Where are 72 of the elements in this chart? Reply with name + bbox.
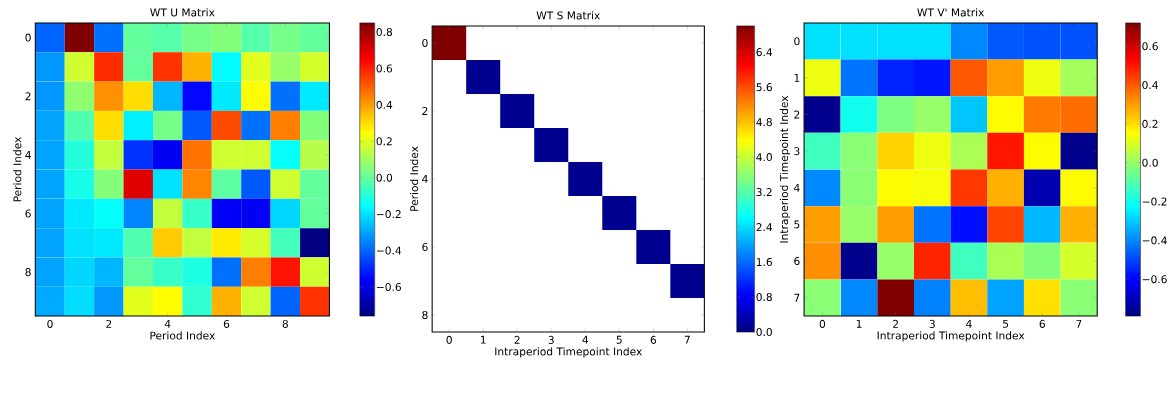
y-axis-title: Period Index: [409, 146, 419, 211]
x-tick-label: 4: [966, 319, 972, 328]
color-bar-label: −0.2: [1142, 197, 1167, 206]
x-tick-label: 8: [282, 319, 288, 329]
color-bar-label: 0.8: [376, 28, 393, 37]
y-tick-label: 6: [794, 257, 800, 266]
y-tick-label: 0: [25, 33, 31, 42]
y-tick-label: 6: [25, 209, 31, 218]
y-tick-label: 3: [794, 147, 800, 156]
y-tick-label: 2: [422, 107, 428, 115]
color-bar-label: 2.4: [756, 223, 773, 232]
y-tick-label: 7: [794, 293, 800, 302]
color-bar-label: 0.4: [376, 100, 393, 109]
chart-title: WT V' Matrix: [917, 8, 985, 17]
x-tick-label: 1: [480, 335, 486, 344]
color-bar-label: 4.0: [756, 153, 772, 162]
color-bar-label: 0.0: [376, 173, 393, 182]
y-tick-label: 4: [25, 151, 31, 159]
y-tick-label: 4: [794, 184, 800, 192]
chart-title: WT S Matrix: [536, 11, 600, 20]
x-tick-label: 4: [582, 335, 589, 344]
color-bar-label: 0.2: [1142, 119, 1158, 128]
chart-title: WT U Matrix: [150, 8, 215, 17]
y-tick-label: 0: [422, 38, 428, 48]
color-bar-label: −0.6: [376, 283, 402, 292]
y-tick-label: 5: [794, 220, 800, 229]
x-axis-title: Period Index: [150, 331, 215, 340]
x-tick-label: 3: [548, 335, 554, 344]
x-tick-label: 7: [1076, 319, 1082, 328]
x-tick-label: 3: [929, 319, 935, 328]
x-tick-label: 5: [1003, 319, 1009, 328]
x-axis-title: Intraperiod Timepoint Index: [877, 331, 1025, 342]
color-bar-label: −0.2: [376, 210, 401, 219]
y-tick-label: 8: [25, 268, 31, 277]
x-tick-label: 4: [164, 319, 171, 328]
x-tick-label: 6: [650, 335, 657, 344]
color-bar-label: 4.8: [756, 118, 772, 127]
y-axis-title: Period Index: [13, 137, 22, 202]
x-tick-label: 5: [616, 335, 622, 344]
y-tick-label: 8: [422, 311, 428, 320]
x-tick-label: 0: [47, 319, 53, 329]
x-tick-label: 1: [856, 319, 862, 328]
y-tick-label: 4: [422, 175, 428, 183]
x-tick-label: 2: [893, 319, 898, 328]
color-bar-label: 0.0: [1142, 158, 1158, 167]
color-bar-label: 0.6: [1142, 42, 1158, 51]
y-tick-label: 6: [422, 243, 428, 252]
color-bar-label: −0.4: [1142, 236, 1167, 245]
color-bar-label: 0.6: [376, 64, 393, 73]
color-bar-label: 3.2: [756, 188, 772, 197]
x-axis-title: Intraperiod Timepoint Index: [495, 347, 642, 358]
y-tick-label: 1: [794, 74, 800, 82]
color-bar-label: −0.6: [1142, 275, 1167, 284]
color-bar-label: 1.6: [756, 258, 772, 267]
y-tick-label: 2: [794, 110, 800, 119]
x-tick-label: 0: [446, 335, 452, 344]
x-tick-label: 6: [1039, 319, 1045, 328]
color-bar-label: 5.6: [756, 83, 772, 92]
x-tick-label: 6: [223, 319, 230, 329]
color-bar-label: 0.0: [756, 328, 772, 337]
x-tick-label: 2: [106, 319, 112, 328]
color-bar-label: 0.2: [376, 137, 392, 146]
color-bar-label: 6.4: [756, 48, 773, 57]
y-axis-title: Intraperiod Timepoint Index: [779, 95, 791, 243]
color-bar-label: −0.4: [376, 246, 402, 255]
y-tick-label: 2: [25, 92, 31, 101]
color-bar-label: 0.4: [1142, 81, 1158, 90]
color-bar-label: 0.8: [756, 293, 772, 302]
x-tick-label: 2: [514, 335, 520, 344]
x-tick-label: 0: [819, 319, 826, 328]
x-tick-label: 7: [684, 335, 690, 344]
y-tick-label: 0: [794, 37, 800, 46]
